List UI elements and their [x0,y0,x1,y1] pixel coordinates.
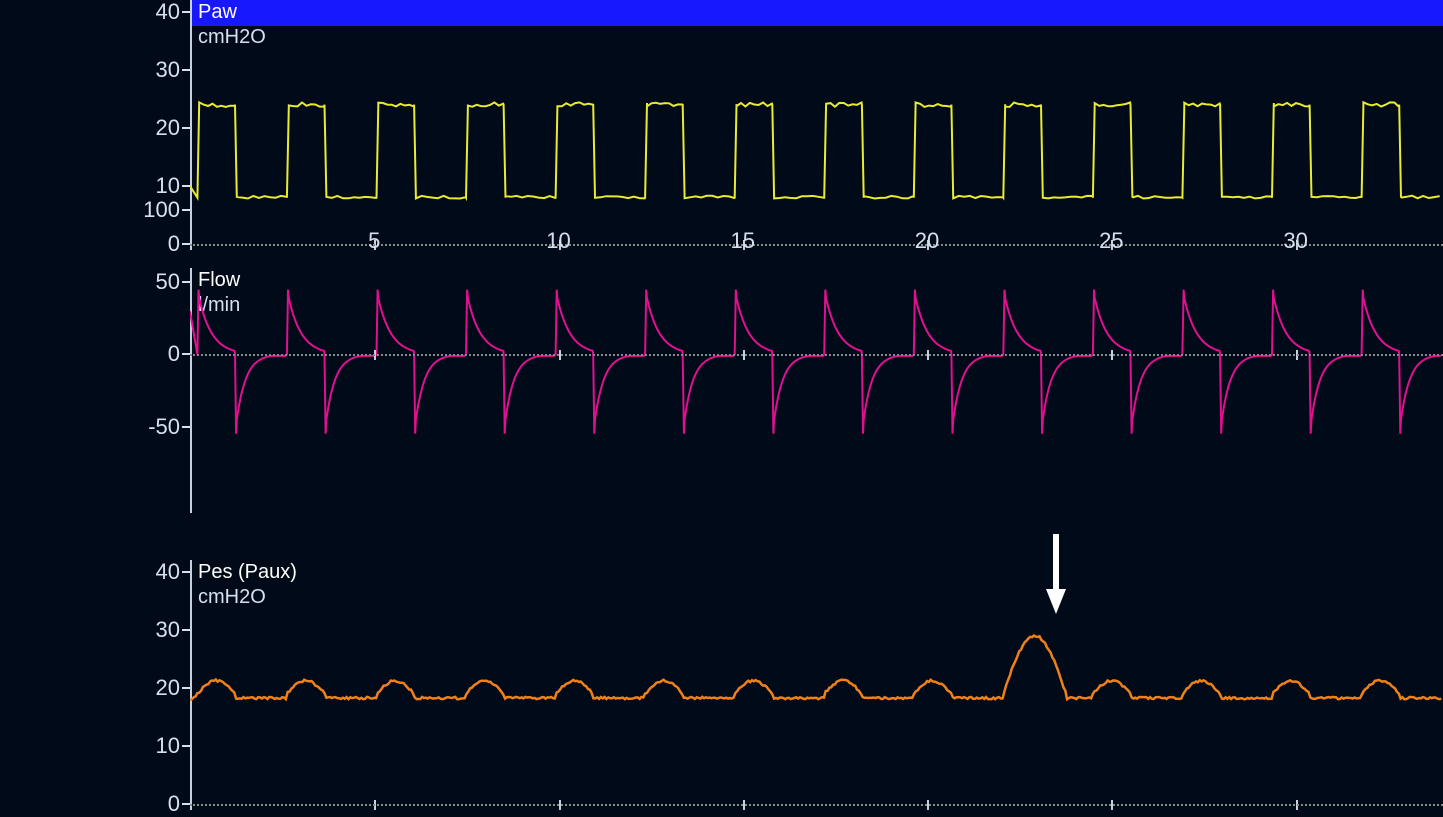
paw-ytick-label: 10 [156,173,180,199]
pes-ytick-label: 20 [156,675,180,701]
paw-ytick-label: 20 [156,115,180,141]
pes-ytick-label: 40 [156,559,180,585]
flow-y-axis: 100-50050 [130,268,190,513]
pes-panel: 010203040 Pes (Paux) cmH2O [130,560,1443,810]
pes-baseline [190,804,1443,806]
pes-ytick-label: 10 [156,733,180,759]
x-tick-label: 30 [1283,228,1307,254]
x-tick-label: 5 [368,228,380,254]
pes-plot [190,560,1443,810]
x-tick-label: 10 [546,228,570,254]
flow-ytick-label: -50 [148,414,180,440]
flow-waveform [190,268,1443,513]
paw-ytick-label: 40 [156,0,180,25]
pes-y-axis: 010203040 [130,560,190,810]
paw-panel: 010203040 Paw cmH2O [130,0,1443,250]
flow-ytick-label: 50 [156,269,180,295]
x-tick-label: 20 [915,228,939,254]
x-tick-label: 25 [1099,228,1123,254]
pes-waveform [190,560,1443,810]
annotation-arrow [1046,534,1066,614]
flow-panel: 100-50050 Flow l/min [130,268,1443,513]
paw-waveform [190,0,1443,250]
flow-ytick-label: 100 [143,197,180,223]
x-tick-label: 15 [731,228,755,254]
x-axis-labels: 5 10 15 20 25 30 [190,228,1443,258]
paw-plot [190,0,1443,250]
paw-ytick-label: 30 [156,57,180,83]
pes-ytick-label: 0 [168,791,180,817]
paw-ytick-label: 0 [168,231,180,257]
flow-ytick-label: 0 [168,341,180,367]
flow-baseline [190,354,1443,356]
pes-ytick-label: 30 [156,617,180,643]
flow-plot [190,268,1443,513]
